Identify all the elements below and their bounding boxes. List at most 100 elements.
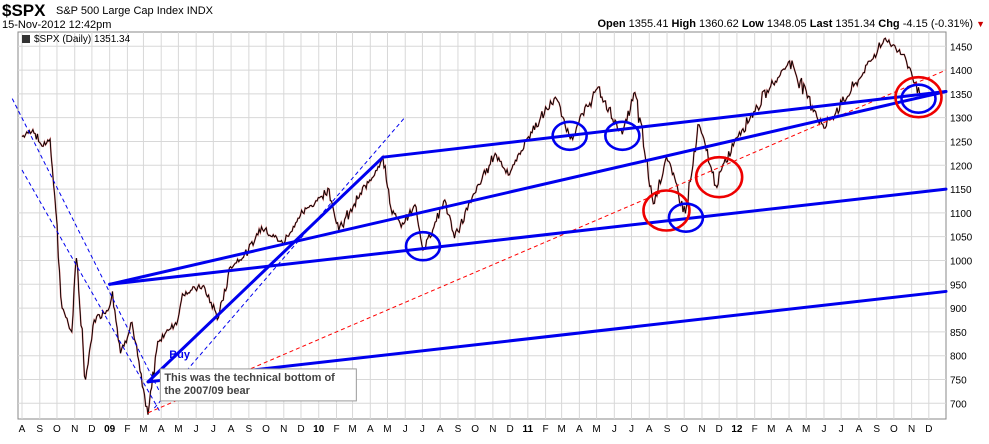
channel-line (108, 90, 948, 286)
y-tick-label: 900 (950, 304, 967, 315)
legend-swatch (22, 35, 30, 43)
open-value: 1355.41 (628, 18, 669, 30)
x-tick-label: M (139, 424, 147, 435)
x-tick-label: A (437, 424, 444, 435)
x-tick-label: A (367, 424, 374, 435)
y-tick-label: 700 (950, 399, 967, 410)
highlight-circle-red (694, 155, 744, 199)
x-tick-label: M (592, 424, 600, 435)
y-tick-label: 1100 (950, 209, 972, 220)
channel-line (146, 289, 948, 384)
y-tick-label: 800 (950, 352, 967, 363)
x-tick-label: J (194, 424, 199, 435)
last-label: Last (809, 18, 833, 30)
dashed-trendline (147, 69, 947, 414)
low-label: Low (741, 18, 764, 30)
x-tick-label: J (612, 424, 617, 435)
x-tick-label: S (455, 424, 462, 435)
x-tick-label: J (629, 424, 634, 435)
y-tick-label: 850 (950, 328, 967, 339)
y-tick-label: 1150 (950, 185, 972, 196)
highlight-circle-blue (551, 120, 588, 152)
highlight-circle-red (642, 189, 691, 232)
dashed-trendline (21, 169, 162, 414)
axes: 700 750 800 850 900 950 1000 1050 1100 1150 1200 12… (19, 42, 973, 435)
x-tick-label: A (19, 424, 26, 435)
y-tick-label: 1050 (950, 233, 973, 244)
y-tick-label: 1250 (950, 137, 973, 148)
highlight-circle-blue (667, 202, 705, 233)
x-tick-label: A (646, 424, 653, 435)
index-name: S&P 500 Large Cap Index (56, 5, 184, 17)
x-tick-label: N (698, 424, 705, 435)
chg-value: -4.15 (-0.31%) (902, 18, 974, 30)
x-tick-label: M (802, 424, 810, 435)
x-tick-label: A (228, 424, 235, 435)
x-tick-label: F (124, 424, 130, 435)
x-tick-label: M (557, 424, 565, 435)
x-tick-label: O (890, 424, 898, 435)
x-tick-label: O (53, 424, 61, 435)
x-tick-label: S (246, 424, 253, 435)
x-tick-label: F (752, 424, 758, 435)
series-legend: $SPX (Daily) 1351.34 (22, 34, 131, 45)
highlight-circle-blue (404, 230, 442, 262)
x-tick-label: S (664, 424, 671, 435)
x-tick-label: J (839, 424, 844, 435)
chart-symbol: $SPX (2, 1, 46, 20)
channel-line (108, 187, 948, 286)
x-tick-label: J (420, 424, 425, 435)
highlight-circle-red (894, 75, 943, 119)
x-tick-label: 10 (313, 424, 325, 435)
last-value: 1351.34 (835, 18, 876, 30)
x-tick-label: 09 (104, 424, 116, 435)
x-tick-label: A (786, 424, 793, 435)
x-tick-label: M (174, 424, 182, 435)
buy-label: Buy (169, 349, 191, 361)
x-tick-label: F (543, 424, 549, 435)
high-value: 1360.62 (699, 18, 739, 30)
bottom-note-text: the 2007/09 bear (164, 385, 250, 397)
x-tick-label: N (71, 424, 78, 435)
y-tick-label: 1350 (950, 90, 973, 101)
channel-line (381, 90, 948, 159)
y-tick-label: 1200 (950, 161, 973, 172)
x-tick-label: S (36, 424, 43, 435)
y-tick-label: 750 (950, 375, 967, 386)
quote-strip: Open 1355.41 High 1360.62 Low 1348.05 La… (597, 18, 985, 30)
channel-line (146, 155, 385, 384)
low-value: 1348.05 (766, 18, 807, 30)
chg-down-arrow-icon: ▼ (976, 19, 985, 29)
x-tick-label: A (576, 424, 583, 435)
bottom-note-text: This was the technical bottom of (164, 372, 335, 384)
price-line (21, 37, 921, 415)
y-tick-label: 950 (950, 280, 967, 291)
x-tick-label: D (88, 424, 95, 435)
y-tick-label: 1300 (950, 114, 973, 125)
exchange-code: INDX (186, 5, 213, 17)
dashed-trendline (153, 117, 406, 409)
x-tick-label: M (348, 424, 356, 435)
x-tick-label: O (262, 424, 270, 435)
x-tick-label: S (873, 424, 880, 435)
x-tick-label: F (333, 424, 339, 435)
x-tick-label: J (821, 424, 826, 435)
dashed-trendline (11, 98, 162, 394)
x-tick-label: O (680, 424, 688, 435)
x-tick-label: M (767, 424, 775, 435)
high-label: High (671, 18, 696, 30)
y-tick-label: 1450 (950, 42, 973, 53)
x-tick-label: N (280, 424, 287, 435)
chg-label: Chg (878, 18, 900, 30)
x-tick-label: D (925, 424, 932, 435)
bottom-note-box (159, 368, 357, 402)
x-tick-label: O (471, 424, 479, 435)
x-tick-label: D (716, 424, 723, 435)
x-tick-label: J (211, 424, 216, 435)
x-tick-label: 12 (731, 424, 743, 435)
x-tick-label: 11 (523, 424, 534, 435)
highlight-circle-blue (900, 83, 937, 114)
x-tick-label: D (297, 424, 304, 435)
